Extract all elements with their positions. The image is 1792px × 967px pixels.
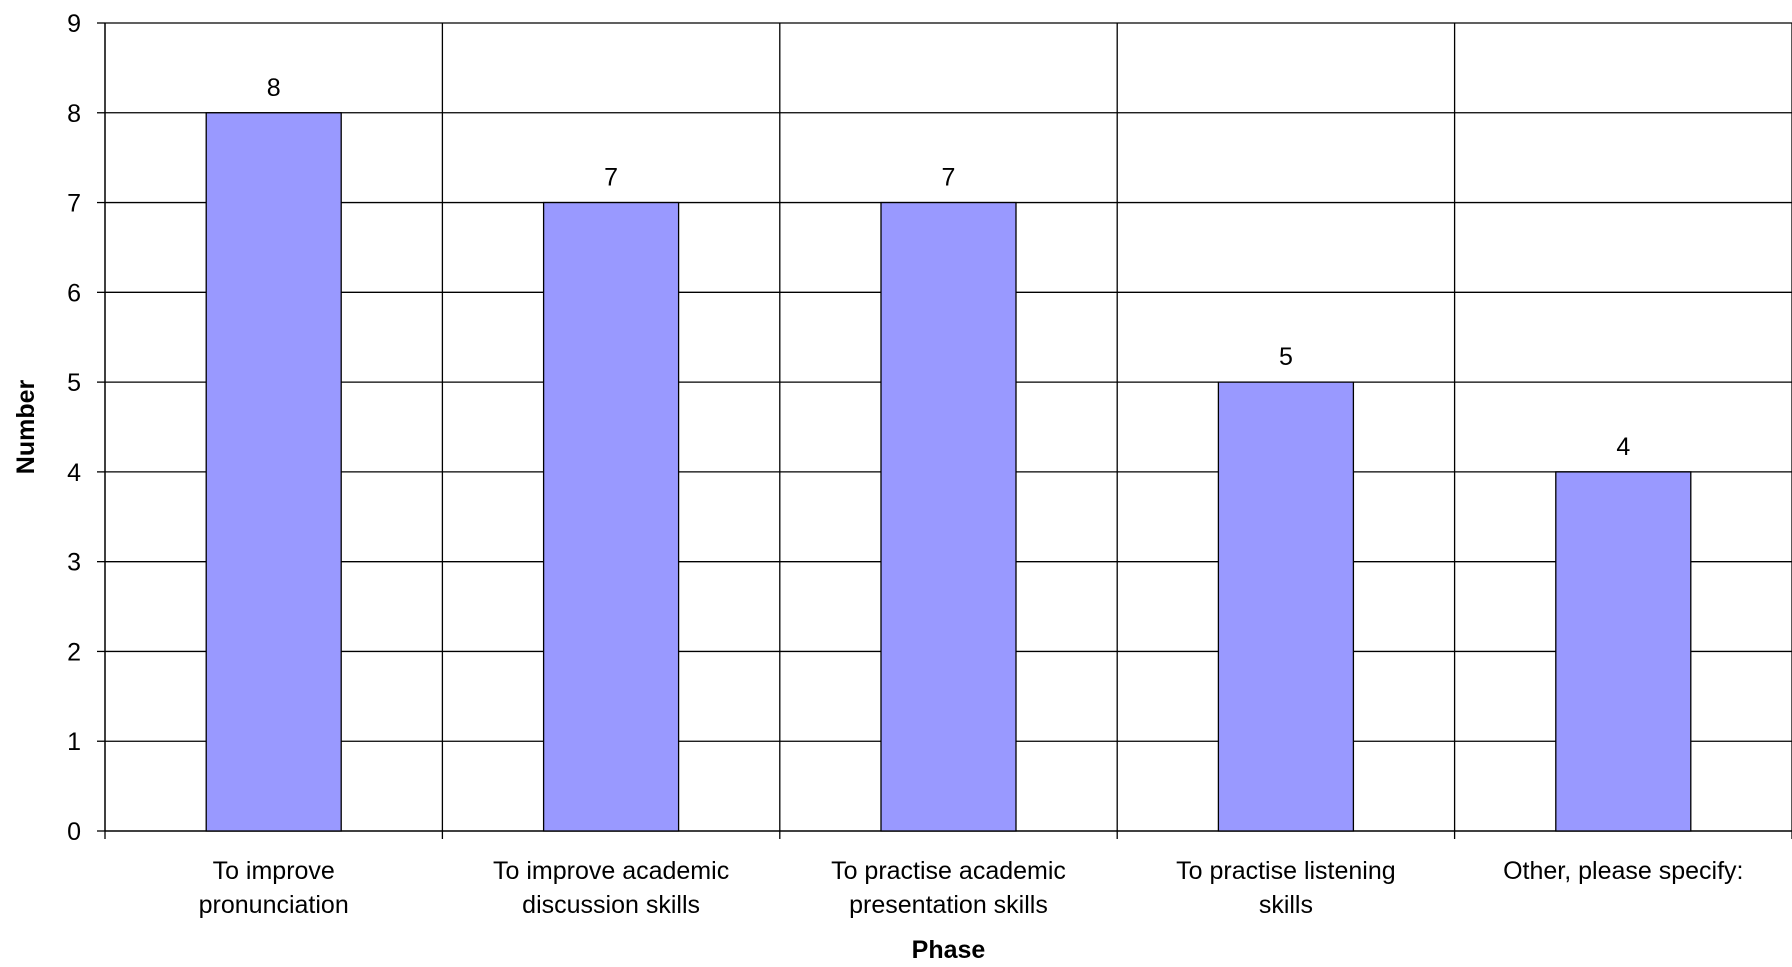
bar [880,201,1017,832]
y-tick-label: 6 [67,279,81,307]
bar [1555,471,1692,832]
x-category-label: Other, please specify: [1503,857,1743,885]
x-category-label: To improve pronunciation [199,857,349,919]
labels: 0 1 2 3 4 5 6 7 8 9 8 To improve pronunciation 7 To im… [67,10,1743,919]
y-tick-label: 4 [67,459,81,487]
y-tick-label: 9 [67,10,81,38]
x-category-label: To practise listening skills [1176,857,1396,919]
x-category-label-line: pronunciation [199,891,349,919]
bar [542,201,680,832]
x-category-label: To practise academic presentation skills [831,857,1066,919]
x-category-label: To improve academic discussion skills [493,857,729,919]
data-label: 8 [267,74,281,102]
y-axis-title: Number [12,380,40,475]
data-label: 5 [1279,343,1293,371]
x-category-label-line: Other, please specify: [1503,857,1743,885]
data-label: 7 [604,164,618,192]
bar [1217,381,1355,832]
x-category-label-line: discussion skills [522,891,700,919]
y-tick-label: 3 [67,549,81,577]
data-label: 4 [1616,433,1630,461]
x-category-label-line: To practise academic [831,857,1066,885]
y-tick-label: 0 [67,818,81,846]
bars [205,112,1692,832]
y-tick-label: 5 [67,369,81,397]
x-category-label-line: To improve academic [493,857,729,885]
y-tick-label: 8 [67,100,81,128]
bar [205,112,342,832]
x-axis-title: Phase [912,936,986,962]
data-label: 7 [942,164,956,192]
y-tick-label: 2 [67,638,81,666]
x-category-label-line: presentation skills [849,891,1048,919]
y-tick-label: 7 [67,190,81,218]
x-category-label-line: To practise listening [1176,857,1396,885]
y-tick-label: 1 [67,728,81,756]
x-category-label-line: skills [1259,891,1313,919]
x-category-label-line: To improve [213,857,335,885]
